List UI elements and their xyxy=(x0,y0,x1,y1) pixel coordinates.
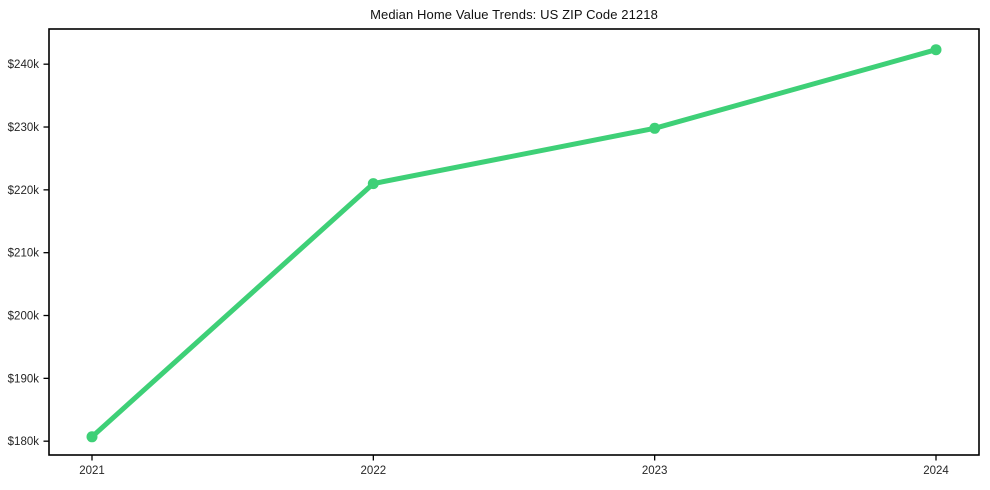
y-axis-tick-label: $220k xyxy=(8,185,40,197)
plot-border xyxy=(48,28,980,456)
x-axis-tick-label: 2024 xyxy=(923,465,949,477)
data-point-marker xyxy=(86,431,98,443)
y-axis-tick-label: $190k xyxy=(8,373,40,385)
data-point-marker xyxy=(649,122,661,134)
chart-title: Median Home Value Trends: US ZIP Code 21… xyxy=(370,7,658,22)
y-axis-tick-label: $210k xyxy=(8,248,40,260)
y-axis-tick-label: $180k xyxy=(8,436,40,448)
y-axis-tick-label: $200k xyxy=(8,311,40,323)
data-point-marker xyxy=(930,44,942,56)
y-axis-tick-label: $240k xyxy=(8,59,40,71)
y-axis-tick-label: $230k xyxy=(8,122,40,134)
data-point-marker xyxy=(367,178,379,190)
series-line xyxy=(89,47,939,440)
x-axis-tick-label: 2023 xyxy=(642,465,668,477)
x-axis-tick-label: 2021 xyxy=(79,465,105,477)
x-axis-tick-label: 2022 xyxy=(361,465,387,477)
